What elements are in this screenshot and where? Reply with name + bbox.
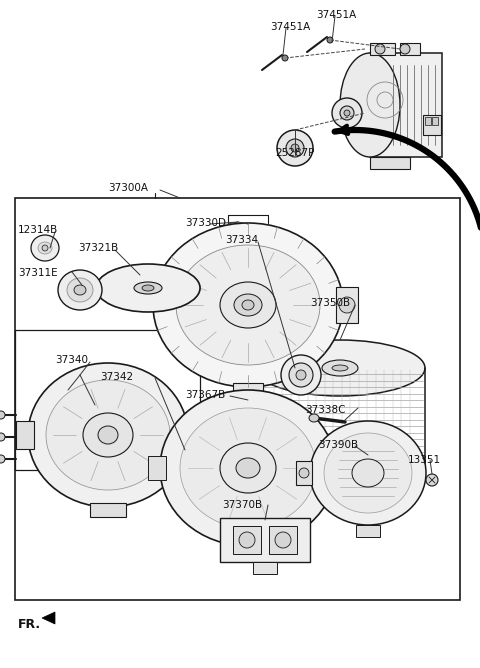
Bar [233, 383, 263, 399]
Ellipse shape [46, 380, 170, 490]
Ellipse shape [299, 468, 309, 478]
Bar [336, 287, 358, 323]
Ellipse shape [98, 426, 118, 444]
Bar [425, 117, 431, 125]
Ellipse shape [309, 414, 319, 422]
Bar [330, 456, 348, 480]
Bar [400, 43, 420, 55]
Ellipse shape [352, 459, 384, 487]
Ellipse shape [220, 282, 276, 328]
Text: 37342: 37342 [100, 372, 133, 382]
Ellipse shape [426, 474, 438, 486]
Ellipse shape [28, 363, 188, 507]
Ellipse shape [327, 37, 333, 43]
Text: 37321B: 37321B [78, 243, 118, 253]
Ellipse shape [186, 449, 194, 457]
Text: 37330D: 37330D [185, 218, 226, 228]
Text: 37340: 37340 [55, 355, 88, 365]
Ellipse shape [172, 435, 208, 471]
Bar [356, 525, 380, 537]
Ellipse shape [400, 44, 410, 54]
Bar [370, 53, 442, 157]
Ellipse shape [286, 139, 304, 157]
Bar [226, 544, 240, 562]
Ellipse shape [340, 106, 354, 120]
Ellipse shape [134, 282, 162, 294]
Bar [370, 43, 395, 55]
Text: 37300A: 37300A [108, 183, 148, 193]
Text: 37451A: 37451A [316, 10, 356, 20]
Ellipse shape [332, 98, 362, 128]
Ellipse shape [242, 300, 254, 310]
Ellipse shape [255, 340, 425, 396]
Ellipse shape [74, 285, 86, 295]
Bar [296, 461, 312, 485]
Ellipse shape [180, 408, 316, 528]
Ellipse shape [0, 411, 5, 419]
Ellipse shape [339, 297, 355, 313]
Bar [423, 115, 441, 135]
Ellipse shape [282, 55, 288, 61]
Ellipse shape [234, 294, 262, 316]
Ellipse shape [220, 443, 276, 493]
Bar [253, 562, 277, 574]
Bar [370, 157, 410, 169]
Ellipse shape [67, 278, 93, 302]
Ellipse shape [344, 110, 350, 116]
Ellipse shape [255, 435, 425, 491]
Ellipse shape [142, 285, 154, 291]
Ellipse shape [153, 223, 343, 387]
Ellipse shape [375, 44, 385, 54]
Text: 37338C: 37338C [305, 405, 346, 415]
Text: 37370B: 37370B [222, 500, 262, 510]
Ellipse shape [239, 532, 255, 548]
Ellipse shape [176, 245, 320, 365]
Ellipse shape [0, 433, 5, 441]
Text: 37350B: 37350B [310, 298, 350, 308]
Ellipse shape [281, 355, 321, 395]
Bar [90, 503, 126, 517]
Ellipse shape [83, 413, 133, 457]
Text: FR.: FR. [18, 618, 41, 631]
Ellipse shape [42, 245, 48, 251]
Bar [148, 456, 166, 480]
Ellipse shape [322, 360, 358, 376]
Text: 37390B: 37390B [318, 440, 358, 450]
Ellipse shape [291, 144, 299, 152]
Ellipse shape [96, 264, 200, 312]
Text: 13351: 13351 [408, 455, 441, 465]
Bar [16, 421, 34, 449]
Ellipse shape [296, 370, 306, 380]
Text: 37311E: 37311E [18, 268, 58, 278]
Bar [15, 198, 460, 600]
Text: 37367B: 37367B [185, 390, 225, 400]
Ellipse shape [277, 130, 313, 166]
Ellipse shape [31, 235, 59, 261]
Ellipse shape [275, 532, 291, 548]
Ellipse shape [340, 53, 400, 157]
Ellipse shape [0, 455, 5, 463]
Ellipse shape [58, 270, 102, 310]
Ellipse shape [289, 363, 313, 387]
Ellipse shape [180, 443, 200, 463]
Ellipse shape [236, 458, 260, 478]
Bar [15, 330, 200, 470]
Ellipse shape [160, 390, 336, 546]
Ellipse shape [324, 433, 412, 513]
Text: 37334: 37334 [225, 235, 258, 245]
Text: 37451A: 37451A [270, 22, 310, 32]
Bar [256, 544, 270, 562]
Ellipse shape [310, 421, 426, 525]
Text: 25287P: 25287P [275, 148, 314, 158]
Polygon shape [42, 612, 55, 624]
Ellipse shape [332, 365, 348, 371]
Bar [233, 526, 261, 554]
Bar [432, 117, 438, 125]
Bar [269, 526, 297, 554]
Text: 12314B: 12314B [18, 225, 58, 235]
Bar [220, 518, 310, 562]
Ellipse shape [38, 242, 52, 254]
